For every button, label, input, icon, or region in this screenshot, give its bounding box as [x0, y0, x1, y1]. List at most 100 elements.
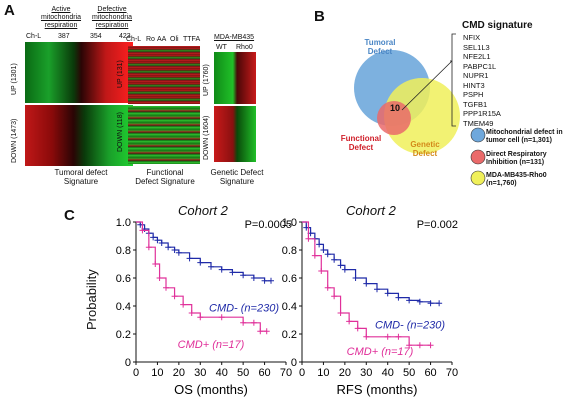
- censor-mark: [352, 275, 359, 281]
- censor-mark: [150, 234, 157, 241]
- legend-text-genetic: MDA-MB435-Rho0 (n=1,760): [486, 172, 547, 187]
- x-tick-label: 30: [194, 367, 206, 379]
- y-tick-label: 0.2: [116, 329, 131, 341]
- censor-mark: [384, 333, 391, 340]
- censor-mark: [318, 268, 325, 274]
- y-tick-label: 0: [125, 357, 131, 369]
- gene-item: NFIX: [463, 33, 481, 42]
- x-tick-label: 30: [360, 367, 372, 379]
- censor-mark: [197, 314, 204, 321]
- legend-swatch-functional: [470, 149, 486, 165]
- censor-mark: [139, 227, 146, 234]
- functional-col-4: Oli: [170, 36, 179, 43]
- functional-col-1: Ch-L: [126, 36, 142, 43]
- censor-mark: [436, 300, 443, 307]
- p-value: P=0.0005: [245, 219, 292, 231]
- censor-mark: [320, 247, 327, 253]
- km-series-label: CMD+ (n=17): [347, 346, 414, 358]
- censor-mark: [175, 249, 182, 256]
- censor-mark: [416, 298, 423, 305]
- censor-mark: [229, 269, 236, 276]
- functional-up-label: UP (131): [117, 60, 124, 88]
- x-axis-label: OS (months): [174, 382, 248, 397]
- legend-swatch-tumoral: [470, 127, 486, 143]
- panel-a-letter: A: [4, 2, 15, 19]
- censor-mark: [427, 300, 434, 307]
- x-tick-label: 10: [151, 367, 163, 379]
- y-tick-label: 1.0: [282, 217, 297, 229]
- panel-c-ylabel: Probability: [84, 269, 99, 330]
- censor-mark: [180, 301, 187, 308]
- x-tick-label: 40: [382, 367, 394, 379]
- km-curve-cmd-minus: [302, 221, 440, 304]
- functional-col-3: AA: [157, 36, 167, 43]
- genetic-heatmap-down: [214, 106, 256, 162]
- km-series-label: CMD- (n=230): [209, 303, 279, 315]
- tumoral-caption: Tumoral defect Signature: [54, 168, 108, 186]
- genetic-caption: Genetic Defect Signature: [210, 168, 264, 186]
- censor-mark: [268, 277, 274, 284]
- censor-mark: [154, 237, 161, 244]
- tumoral-up-label: UP (1301): [11, 63, 18, 95]
- gene-item: HINT3: [463, 80, 485, 90]
- x-tick-label: 70: [446, 367, 458, 379]
- x-axis-label: RFS (months): [337, 382, 418, 397]
- venn-pointer: [401, 60, 453, 111]
- censor-mark: [250, 319, 257, 326]
- y-tick-label: 0.4: [116, 301, 131, 313]
- censor-mark: [324, 284, 331, 291]
- censor-mark: [341, 266, 348, 273]
- legend-text-tumoral: Mitochondrial defect in tumor cell (n=1,…: [486, 129, 563, 144]
- km-curve-cmd-plus: [136, 221, 267, 332]
- y-tick-label: 1.0: [116, 217, 131, 229]
- censor-mark: [311, 252, 318, 259]
- km-plot-rfs: 0 0.2 0.4 0.6 0.8 1.0 0 10 20 30 40 50 60 70 CMD- (n=2…: [282, 217, 458, 397]
- censor-mark: [240, 319, 247, 326]
- x-tick-label: 50: [237, 367, 249, 379]
- y-tick-label: 0.8: [282, 245, 297, 257]
- x-tick-label: 60: [424, 367, 436, 379]
- cmd-gene-list: NFIX SEL1L3 NFE2L1 PABPC1L NUPR1 HINT3 P…: [463, 33, 501, 128]
- gene-item: TMEM49: [463, 118, 494, 128]
- tumoral-col-4: 423: [119, 33, 131, 40]
- censor-mark: [145, 244, 152, 251]
- gene-item: NFE2L1: [463, 52, 491, 61]
- tumoral-col-3: 354: [90, 33, 102, 40]
- km-plot-1-title: Cohort 2: [178, 203, 228, 218]
- functional-heatmap-up: [128, 46, 200, 104]
- genetic-up-label: UP (1760): [203, 64, 210, 96]
- x-tick-label: 70: [280, 367, 292, 379]
- tumoral-header-defective: Defective mitochondria respiration: [91, 6, 133, 29]
- x-tick-label: 60: [258, 367, 270, 379]
- censor-mark: [384, 290, 391, 297]
- censor-mark: [354, 325, 361, 332]
- censor-mark: [250, 275, 257, 281]
- functional-down-label: DOWN (118): [117, 112, 124, 152]
- genetic-col-2: Rho0: [236, 44, 253, 51]
- legend-swatch-genetic: [470, 170, 486, 186]
- km-series-label: CMD- (n=230): [375, 319, 445, 331]
- km-series-label: CMD+ (n=17): [178, 339, 245, 351]
- panel-c-letter: C: [64, 207, 75, 224]
- censor-mark: [263, 328, 270, 335]
- venn-label-genetic: Genetic Defect: [410, 140, 440, 158]
- venn-center-count: 10: [390, 103, 401, 113]
- censor-mark: [324, 251, 331, 258]
- y-tick-label: 0: [291, 357, 297, 369]
- y-tick-label: 0.6: [282, 273, 297, 285]
- censor-mark: [218, 266, 225, 273]
- censor-mark: [163, 284, 169, 291]
- venn-circle-genetic: [384, 78, 460, 154]
- y-tick-label: 0.4: [282, 301, 297, 313]
- censor-mark: [346, 318, 353, 325]
- censor-mark: [395, 294, 402, 301]
- tumoral-heatmap-down: [25, 104, 133, 166]
- censor-mark: [240, 272, 247, 279]
- tumoral-heatmap-up: [25, 42, 133, 104]
- gene-item: PABPC1L: [463, 61, 497, 71]
- functional-heatmap-down: [128, 106, 200, 164]
- censor-mark: [331, 256, 338, 263]
- censor-mark: [152, 261, 159, 267]
- censor-mark: [406, 342, 413, 349]
- censor-mark: [171, 293, 178, 300]
